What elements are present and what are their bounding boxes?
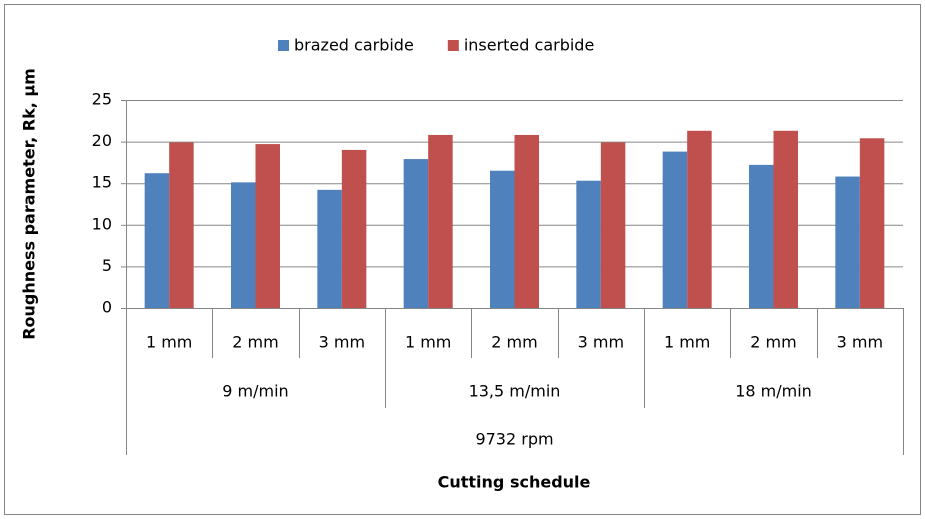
y-tick-label: 20 [92, 131, 112, 150]
category-supergroup-label: 9732 rpm [475, 430, 553, 449]
x-axis-title: Cutting schedule [438, 473, 591, 492]
bar [490, 170, 515, 308]
y-tick-label: 0 [102, 298, 112, 317]
y-tick-label: 5 [102, 256, 112, 275]
y-axis-title: Roughness parameter, Rk, µm [20, 68, 39, 340]
legend-label: inserted carbide [464, 36, 594, 55]
bar [835, 176, 860, 308]
bar [231, 182, 256, 308]
x-tick-label: 1 mm [146, 333, 192, 352]
category-group-label: 9 m/min [222, 382, 288, 401]
x-tick-label: 3 mm [578, 333, 624, 352]
x-tick-label: 3 mm [837, 333, 883, 352]
bar [317, 189, 342, 308]
x-tick-label: 1 mm [405, 333, 451, 352]
bar [749, 164, 774, 308]
legend-swatch [278, 40, 289, 51]
bar [255, 144, 280, 308]
x-tick-label: 2 mm [750, 333, 796, 352]
bar [403, 159, 429, 308]
bar [514, 134, 539, 308]
bar [859, 138, 885, 308]
bar [687, 130, 712, 308]
bar [169, 142, 194, 308]
bar [428, 134, 453, 308]
bar [773, 130, 798, 308]
bar [341, 149, 367, 308]
legend-label: brazed carbide [294, 36, 414, 55]
category-group-label: 18 m/min [735, 382, 812, 401]
x-tick-label: 1 mm [664, 333, 710, 352]
bar [576, 180, 601, 308]
x-tick-label: 2 mm [232, 333, 278, 352]
category-group-label: 13,5 m/min [469, 382, 561, 401]
y-tick-label: 10 [92, 214, 112, 233]
y-tick-label: 15 [92, 173, 112, 192]
bar [600, 142, 626, 308]
bar [662, 151, 688, 308]
bar [144, 173, 170, 308]
x-tick-label: 3 mm [319, 333, 365, 352]
x-tick-label: 2 mm [491, 333, 537, 352]
legend-swatch [447, 40, 459, 51]
y-tick-label: 25 [92, 90, 112, 109]
